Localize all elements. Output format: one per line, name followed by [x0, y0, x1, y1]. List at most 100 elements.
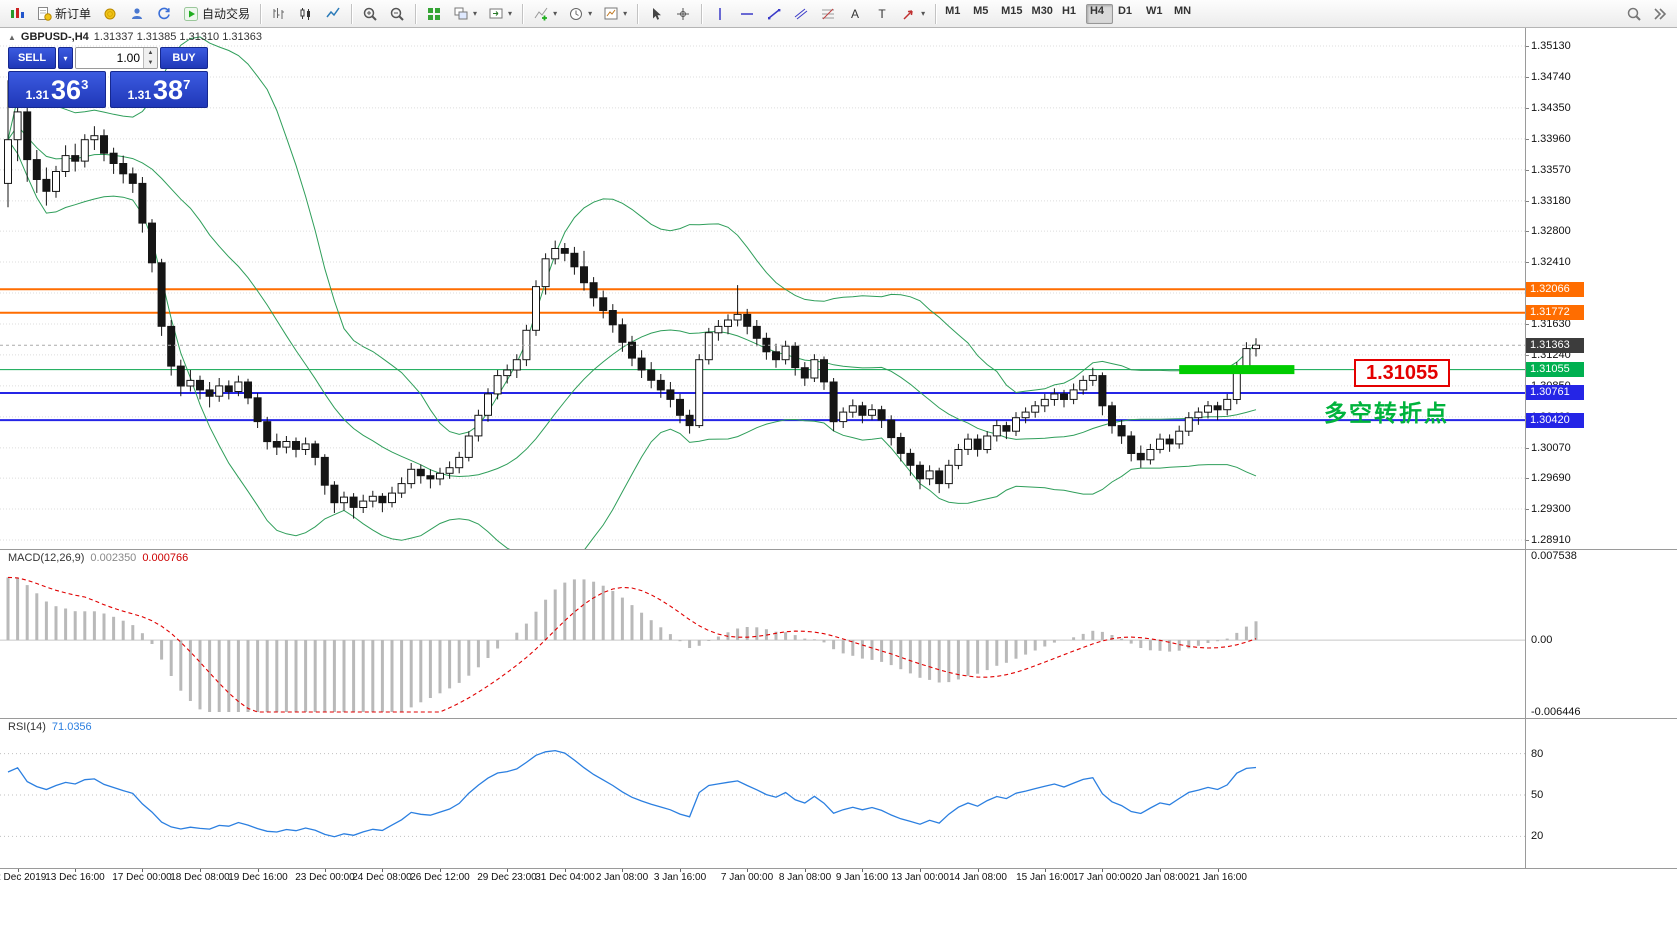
time-axis-label: 9 Jan 16:00	[835, 872, 889, 883]
search-icon-icon	[1626, 6, 1642, 22]
rsi-pane[interactable]	[0, 718, 1525, 873]
line-chart-icon	[325, 6, 341, 22]
autotrading-button[interactable]: 自动交易	[178, 2, 255, 26]
label-button[interactable]: T	[869, 2, 895, 26]
time-axis-label: 15 Jan 16:00	[1016, 872, 1074, 883]
time-axis-label: 7 Jan 00:00	[720, 872, 774, 883]
time-axis-tick	[200, 868, 201, 872]
buy-button[interactable]: BUY	[160, 47, 208, 69]
new-order-button[interactable]: 新订单	[31, 2, 96, 26]
timeframe-h4-button[interactable]: H4	[1085, 3, 1113, 24]
sell-dropdown[interactable]: ▾	[58, 47, 73, 69]
shapes-icon	[901, 6, 917, 22]
pane-splitter[interactable]	[0, 549, 1677, 550]
timeframe-d1-button[interactable]: D1	[1117, 4, 1132, 17]
price-tag: 1.31363	[1526, 338, 1584, 353]
fibonacci-button[interactable]	[815, 2, 841, 26]
volume-down-button[interactable]: ▼	[144, 58, 157, 68]
toolbar-separator	[935, 3, 937, 24]
search-icon[interactable]	[1621, 2, 1647, 26]
rsi-scale-label: 20	[1531, 830, 1544, 842]
price-scale-label: 1.29300	[1531, 503, 1571, 515]
bar-chart-button[interactable]	[266, 2, 292, 26]
macd-pane[interactable]	[0, 549, 1525, 723]
time-axis-label: 20 Jan 08:00	[1131, 872, 1189, 883]
timeframe-m1-button[interactable]: M1	[945, 4, 961, 17]
horizontal-line-button[interactable]	[734, 2, 760, 26]
sell-button[interactable]: SELL	[8, 47, 56, 69]
rsi-label: RSI(14) 71.0356	[8, 721, 92, 733]
price-pane[interactable]	[0, 28, 1525, 574]
market-watch-button[interactable]	[97, 2, 123, 26]
toolbar: 新订单 自动交易 ▾ ▾ ▾ ▾ ▾ A T ▾ M1 M5 M15 M30 H1 H4 D1 W1 MN	[0, 0, 1677, 28]
time-axis-tick	[1218, 868, 1219, 872]
time-axis-tick	[258, 868, 259, 872]
one-click-trading-panel: SELL ▾ ▲ ▼ BUY 1.31 36 3 1.3	[8, 47, 208, 108]
time-axis-tick	[680, 868, 681, 872]
timeframe-h1-button[interactable]: H1	[1061, 4, 1076, 17]
sell-price-button[interactable]: 1.31 36 3	[8, 71, 106, 108]
bar-chart-icon	[271, 6, 287, 22]
trendline-button[interactable]	[761, 2, 787, 26]
cascade-windows-button[interactable]: ▾	[448, 2, 482, 26]
candlestick-button[interactable]	[293, 2, 319, 26]
app-icon-icon	[9, 6, 25, 22]
line-chart-button[interactable]	[320, 2, 346, 26]
volume-input[interactable]	[76, 48, 143, 68]
timeframe-m15-button[interactable]: M15	[1001, 4, 1023, 17]
timeframe-mn-button[interactable]: MN	[1173, 4, 1192, 17]
periods-button[interactable]: ▾	[563, 2, 597, 26]
track-chart-button[interactable]: ▾	[483, 2, 517, 26]
expand-icon[interactable]	[1647, 2, 1673, 26]
time-axis-label: 18 Dec 08:00	[170, 872, 230, 883]
chevron-down-icon: ▾	[508, 9, 513, 18]
price-scale-tick	[1525, 540, 1529, 541]
profiles-button[interactable]	[124, 2, 150, 26]
pane-splitter[interactable]	[0, 868, 1677, 869]
trendline-icon	[766, 6, 782, 22]
buy-price-button[interactable]: 1.31 38 7	[110, 71, 208, 108]
price-scale-label: 1.34740	[1531, 71, 1571, 83]
rsi-scale-label: 80	[1531, 748, 1544, 760]
vertical-line-button[interactable]	[707, 2, 733, 26]
crosshair-button[interactable]	[670, 2, 696, 26]
time-axis-tick	[978, 868, 979, 872]
time-axis-label: 31 Dec 04:00	[535, 872, 595, 883]
timeframe-m5-button[interactable]: M5	[973, 4, 989, 17]
price-scale-label: 1.29690	[1531, 472, 1571, 484]
timeframe-m30-button[interactable]: M30	[1031, 4, 1053, 17]
autotrading-icon	[183, 6, 199, 22]
rsi-scale-label: 50	[1531, 789, 1544, 801]
time-axis-label: 17 Jan 00:00	[1073, 872, 1131, 883]
price-tag: 1.30420	[1526, 413, 1584, 428]
zoom-in-button[interactable]	[357, 2, 383, 26]
chevron-down-icon: ▾	[473, 9, 478, 18]
svg-text:T: T	[878, 7, 886, 21]
zoom-out-button[interactable]	[384, 2, 410, 26]
indicators-button[interactable]: ▾	[528, 2, 562, 26]
volume-up-button[interactable]: ▲	[144, 48, 157, 58]
support-price-label[interactable]: 1.31055	[1354, 359, 1451, 387]
tile-windows-button[interactable]	[421, 2, 447, 26]
tile-windows-icon	[426, 6, 442, 22]
cursor-button[interactable]	[643, 2, 669, 26]
pane-splitter[interactable]	[0, 718, 1677, 719]
time-axis-tick	[18, 868, 19, 872]
price-scale-tick	[1525, 478, 1529, 479]
text-button[interactable]: A	[842, 2, 868, 26]
time-axis-tick	[862, 868, 863, 872]
refresh-button[interactable]	[151, 2, 177, 26]
time-axis-label: 24 Dec 08:00	[352, 872, 412, 883]
collapse-panel-icon[interactable]: ▲	[8, 32, 16, 42]
price-scale-tick	[1525, 448, 1529, 449]
time-axis-tick	[1160, 868, 1161, 872]
cascade-windows-icon	[453, 6, 469, 22]
vertical-line-icon	[712, 6, 728, 22]
channel-button[interactable]	[788, 2, 814, 26]
shapes-button[interactable]: ▾	[896, 2, 930, 26]
chart-area[interactable]: ▲ GBPUSD-,H4 1.31337 1.31385 1.31310 1.3…	[0, 28, 1677, 949]
time-axis-tick	[565, 868, 566, 872]
templates-button[interactable]: ▾	[598, 2, 632, 26]
templates-icon	[603, 6, 619, 22]
timeframe-w1-button[interactable]: W1	[1145, 4, 1163, 17]
